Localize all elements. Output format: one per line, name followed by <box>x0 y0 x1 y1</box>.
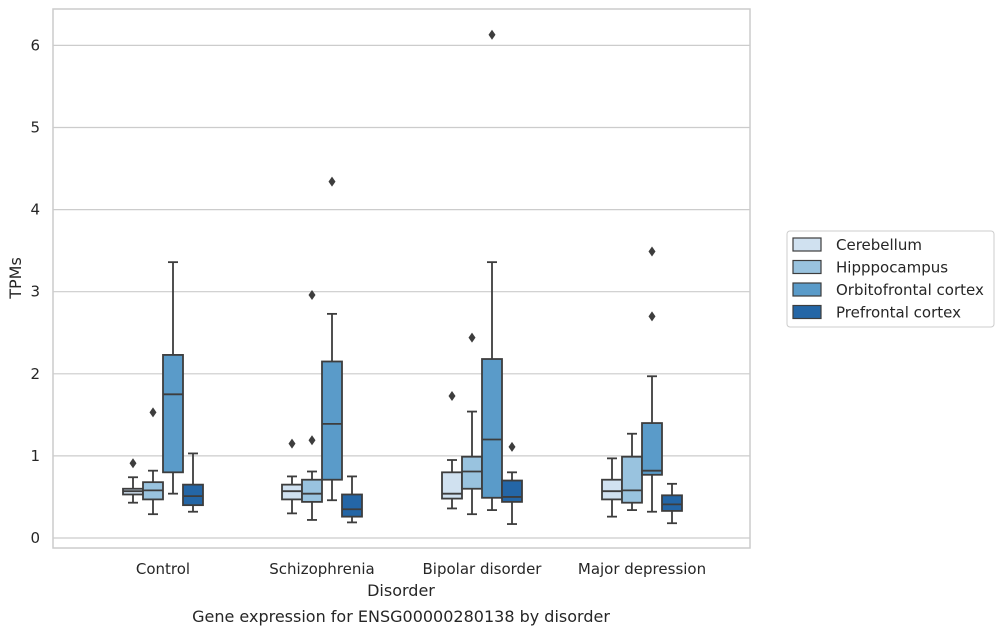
box-hipppocampus <box>301 289 323 521</box>
legend-swatch <box>792 282 822 297</box>
outlier-point <box>328 176 336 187</box>
box-body <box>461 455 483 490</box>
box-body <box>341 493 363 518</box>
y-tick-label: 0 <box>30 529 40 547</box>
y-tick-label: 2 <box>30 365 40 383</box>
outlier-point <box>129 458 137 469</box>
outlier-point <box>308 435 316 446</box>
y-tick-label: 4 <box>30 201 40 219</box>
box-prefrontal-cortex <box>501 441 523 525</box>
y-tick-label: 5 <box>30 119 40 137</box>
box-orbitofrontal-cortex <box>481 29 503 511</box>
box-hipppocampus <box>621 432 643 511</box>
outlier-point <box>288 438 296 449</box>
box-orbitofrontal-cortex <box>321 176 343 502</box>
x-tick-label: Major depression <box>578 560 706 578</box>
outlier-point <box>149 407 157 418</box>
legend-label: Orbitofrontal cortex <box>836 281 984 299</box>
outlier-point <box>448 390 456 401</box>
box-body <box>321 360 343 481</box>
box-body <box>501 479 523 503</box>
box-orbitofrontal-cortex <box>162 261 184 495</box>
outlier-point <box>648 311 656 322</box>
legend-frame <box>786 230 995 328</box>
box-body <box>481 358 503 499</box>
x-tick-label: Bipolar disorder <box>423 560 543 578</box>
legend: Cerebellum Hipppocampus Orbitofrontal cort… <box>786 230 995 328</box>
axis-ticks: 0 1 2 3 4 5 6 Control Schizophrenia Bipolar disor… <box>30 36 706 578</box>
legend-label: Cerebellum <box>836 236 922 254</box>
box-body <box>661 494 683 512</box>
chart-title: Gene expression for ENSG00000280138 by d… <box>192 607 610 626</box>
box-cerebellum <box>601 457 623 518</box>
y-tick-label: 6 <box>30 36 40 54</box>
legend-label: Hipppocampus <box>836 259 948 277</box>
box-body <box>182 483 204 507</box>
box-cerebellum <box>122 458 144 504</box>
outlier-point <box>468 332 476 343</box>
outlier-point <box>308 289 316 300</box>
y-axis-label: TPMs <box>6 257 25 300</box>
outlier-point <box>508 441 516 452</box>
x-axis-label: Disorder <box>367 581 435 600</box>
box-prefrontal-cortex <box>661 482 683 525</box>
box-body <box>301 478 323 503</box>
box-cerebellum <box>441 390 463 510</box>
box-orbitofrontal-cortex <box>641 246 663 513</box>
box-hipppocampus <box>142 407 164 516</box>
y-tick-label: 1 <box>30 447 40 465</box>
legend-swatch <box>792 304 822 320</box>
x-tick-label: Schizophrenia <box>269 560 374 578</box>
x-tick-label: Control <box>136 560 190 578</box>
box-prefrontal-cortex <box>182 452 204 513</box>
outlier-point <box>648 246 656 257</box>
box-hipppocampus <box>461 332 483 516</box>
legend-label: Prefrontal cortex <box>836 304 961 322</box>
y-tick-label: 3 <box>30 283 40 301</box>
box-marks <box>122 29 683 525</box>
legend-swatch <box>792 259 822 275</box>
outlier-point <box>488 29 496 40</box>
box-body <box>441 471 463 500</box>
box-body <box>641 422 663 476</box>
plot-frame <box>52 8 751 549</box>
box-body <box>162 354 184 474</box>
box-prefrontal-cortex <box>341 475 363 524</box>
box-body <box>601 478 623 501</box>
legend-swatch <box>792 237 822 252</box>
box-body <box>621 455 643 504</box>
